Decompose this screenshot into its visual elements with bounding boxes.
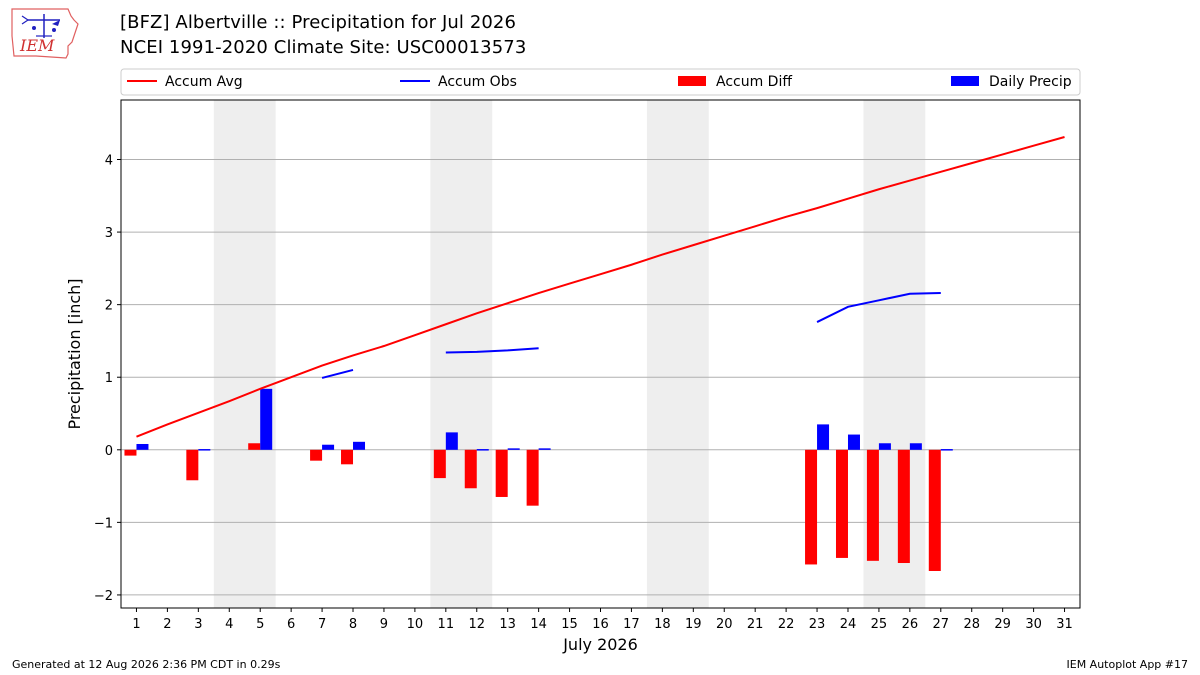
daily-precip-bar xyxy=(198,449,211,451)
x-tick-label: 31 xyxy=(1056,617,1073,632)
iowa-outline-shape xyxy=(11,8,79,59)
accum-diff-bar xyxy=(341,449,354,465)
accum-diff-bar xyxy=(928,449,941,571)
legend-swatch-accum-diff xyxy=(678,76,706,86)
x-tick-label: 28 xyxy=(963,617,980,632)
x-tick-label: 25 xyxy=(871,617,888,632)
x-tick-label: 14 xyxy=(530,617,547,632)
x-tick-label: 21 xyxy=(747,617,764,632)
x-tick-label: 27 xyxy=(933,617,950,632)
daily-precip-bar xyxy=(260,388,273,450)
accum-diff-bar xyxy=(835,449,848,558)
daily-precip-bar xyxy=(476,449,489,451)
x-tick-label: 20 xyxy=(716,617,733,632)
legend-label-accum-avg: Accum Avg xyxy=(165,74,243,90)
accum-diff-bar xyxy=(124,449,137,456)
accum-diff-bar xyxy=(495,449,508,497)
daily-precip-bar xyxy=(878,443,891,450)
x-tick-label: 8 xyxy=(349,617,357,632)
daily-precip-bar xyxy=(507,448,520,450)
accum-diff-bar xyxy=(186,449,199,481)
x-axis-label: July 2026 xyxy=(562,635,638,654)
accum-obs-line xyxy=(816,292,941,323)
legend-label-accum-diff: Accum Diff xyxy=(716,74,792,90)
iem-logo: IEM xyxy=(11,8,79,59)
accum-diff-bar xyxy=(897,449,910,564)
x-tick-label: 13 xyxy=(499,617,516,632)
x-tick-label: 11 xyxy=(438,617,455,632)
y-tick-label: 0 xyxy=(105,444,113,459)
accum-obs-line xyxy=(321,368,354,379)
x-tick-label: 18 xyxy=(654,617,671,632)
legend-label-accum-obs: Accum Obs xyxy=(438,74,517,90)
accum-diff-bar xyxy=(433,449,446,479)
x-tick-label: 29 xyxy=(994,617,1011,632)
accum-avg-line xyxy=(136,136,1065,438)
x-tick-label: 10 xyxy=(407,617,424,632)
x-tick-label: 7 xyxy=(318,617,326,632)
chart-subtitle: NCEI 1991-2020 Climate Site: USC00013573 xyxy=(120,37,527,58)
x-tick-label: 5 xyxy=(256,617,264,632)
x-tick-label: 24 xyxy=(840,617,857,632)
x-tick-label: 26 xyxy=(902,617,919,632)
weekend-shade-band xyxy=(213,100,276,608)
chart-legend: Accum Avg Accum Obs Accum Diff Daily Precip xyxy=(120,68,1081,96)
accum-diff-bar xyxy=(310,449,323,461)
x-tick-label: 12 xyxy=(468,617,485,632)
y-tick-label: 4 xyxy=(105,154,113,169)
accum-diff-bar xyxy=(248,443,261,450)
legend-frame xyxy=(120,68,1081,96)
x-tick-label: 19 xyxy=(685,617,702,632)
x-tick-label: 23 xyxy=(809,617,826,632)
daily-precip-bar xyxy=(322,444,335,450)
chart-title: [BFZ] Albertville :: Precipitation for J… xyxy=(120,12,517,33)
daily-precip-bar xyxy=(538,448,551,450)
y-tick-label: 2 xyxy=(105,299,113,314)
daily-precip-bar xyxy=(847,434,860,450)
app-credit: IEM Autoplot App #17 xyxy=(1066,658,1189,671)
x-tick-label: 6 xyxy=(287,617,295,632)
daily-precip-bar xyxy=(445,432,458,450)
daily-precip-bar xyxy=(940,449,953,451)
y-tick-label: −1 xyxy=(94,516,113,531)
weekend-shade-band xyxy=(430,100,493,608)
daily-precip-bar xyxy=(353,441,366,450)
legend-swatch-daily-precip xyxy=(951,76,979,86)
x-tick-label: 30 xyxy=(1025,617,1042,632)
x-tick-label: 2 xyxy=(163,617,171,632)
weekend-shade-band xyxy=(646,100,709,608)
x-tick-label: 15 xyxy=(561,617,578,632)
x-tick-label: 16 xyxy=(592,617,609,632)
x-tick-label: 1 xyxy=(132,617,140,632)
legend-label-daily-precip: Daily Precip xyxy=(989,74,1072,90)
y-tick-label: 3 xyxy=(105,226,113,241)
accum-diff-bar xyxy=(526,449,539,506)
iem-logo-text: IEM xyxy=(19,36,55,55)
y-tick-label: −2 xyxy=(94,589,113,604)
x-tick-label: 9 xyxy=(380,617,388,632)
x-tick-label: 17 xyxy=(623,617,640,632)
daily-precip-bar xyxy=(817,424,830,450)
y-axis-label: Precipitation [inch] xyxy=(65,278,84,429)
daily-precip-bar xyxy=(909,443,922,450)
weather-station-icon xyxy=(21,14,60,38)
x-tick-label: 22 xyxy=(778,617,795,632)
accum-diff-bar xyxy=(866,449,879,561)
y-tick-label: 1 xyxy=(105,371,113,386)
x-tick-label: 3 xyxy=(194,617,202,632)
generated-timestamp: Generated at 12 Aug 2026 2:36 PM CDT in … xyxy=(12,658,281,671)
accum-obs-line xyxy=(445,347,539,354)
x-tick-label: 4 xyxy=(225,617,233,632)
accum-diff-bar xyxy=(805,449,818,565)
accum-diff-bar xyxy=(464,449,477,489)
daily-precip-bar xyxy=(136,443,149,450)
